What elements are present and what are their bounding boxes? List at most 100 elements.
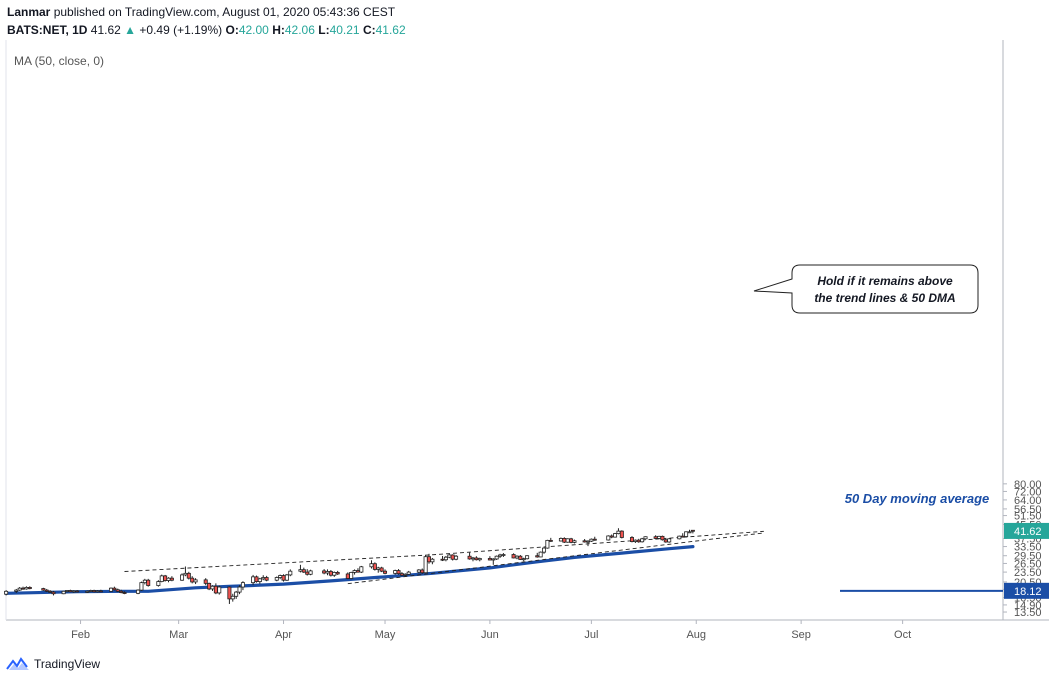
- candle: [589, 538, 594, 542]
- candle: [4, 590, 9, 596]
- candle: [301, 567, 306, 574]
- candle-body: [305, 571, 310, 575]
- candle-body: [687, 531, 692, 534]
- candle-body: [376, 567, 381, 570]
- candle-body: [207, 582, 212, 590]
- candle-body: [447, 554, 452, 558]
- candle-body: [619, 530, 624, 538]
- candle: [355, 568, 360, 573]
- indicator-legend[interactable]: MA (50, close, 0): [14, 54, 105, 68]
- x-tick-label: Jul: [584, 629, 598, 641]
- candle: [684, 531, 689, 537]
- candle: [352, 569, 357, 575]
- candle: [443, 555, 448, 562]
- candle-body: [582, 540, 587, 543]
- y-tick-label: 14.90: [1014, 600, 1042, 612]
- candle-body: [75, 590, 80, 593]
- candle: [372, 562, 377, 571]
- candle-body: [136, 589, 141, 594]
- candle-body: [335, 572, 340, 575]
- candle: [14, 588, 19, 593]
- candle: [498, 553, 503, 558]
- candle: [470, 556, 475, 562]
- published-text: published on TradingView.com, August 01,…: [53, 5, 396, 19]
- symbol-label[interactable]: BATS:NET, 1D: [7, 23, 88, 37]
- candle: [565, 538, 570, 543]
- candle: [548, 537, 553, 542]
- candle: [562, 537, 567, 543]
- candle-body: [636, 539, 641, 543]
- candle-body: [4, 590, 9, 595]
- candle-body: [657, 535, 662, 539]
- candle: [17, 587, 22, 591]
- candle-body: [180, 574, 185, 581]
- candle: [349, 571, 354, 580]
- candle-body: [278, 575, 283, 578]
- y-tick-label: 64.00: [1014, 495, 1042, 507]
- candle-body: [680, 535, 685, 538]
- candle-body: [14, 589, 19, 592]
- trend-line-upper: [124, 530, 764, 572]
- candle: [240, 581, 245, 591]
- candle: [501, 553, 506, 557]
- tradingview-logo-icon: [6, 657, 29, 670]
- candle-body: [663, 539, 668, 543]
- candle-body: [163, 575, 168, 581]
- candle-body: [210, 585, 215, 590]
- candle: [487, 556, 492, 561]
- candle: [396, 569, 401, 575]
- y-tick-label: 29.50: [1014, 551, 1042, 563]
- author-name[interactable]: Lanmar: [7, 5, 51, 19]
- candle: [393, 569, 398, 575]
- candle-body: [281, 575, 286, 581]
- last-price-badge: [1004, 522, 1049, 539]
- candle: [619, 530, 624, 539]
- candle: [190, 576, 195, 584]
- candle-body: [514, 555, 519, 559]
- candle-body: [41, 588, 46, 591]
- candle-body: [369, 563, 374, 568]
- candle-body: [487, 558, 492, 561]
- candle: [629, 536, 634, 543]
- candle-body: [443, 556, 448, 561]
- candle-body: [288, 570, 293, 576]
- candle-body: [450, 554, 455, 560]
- candle: [332, 571, 337, 577]
- close-label: C:: [362, 23, 376, 37]
- candle-body: [565, 538, 570, 543]
- y-tick-label: 56.50: [1014, 504, 1042, 516]
- candle: [633, 539, 638, 543]
- y-tick-label: 23.50: [1014, 567, 1042, 579]
- candle-body: [383, 570, 388, 574]
- candle: [274, 576, 279, 582]
- candle: [264, 575, 269, 582]
- candle: [582, 539, 587, 543]
- candle: [474, 556, 479, 561]
- candle-body: [98, 590, 103, 593]
- candle-body: [562, 538, 567, 543]
- candle: [677, 535, 682, 540]
- ma-price-label: 18.12: [1014, 586, 1042, 598]
- candle-body: [61, 590, 66, 595]
- candle: [359, 565, 364, 574]
- candle: [680, 533, 685, 538]
- candle-body: [274, 577, 279, 581]
- candle-body: [284, 574, 289, 581]
- candle: [325, 569, 330, 576]
- candle: [491, 558, 496, 565]
- candle-body: [538, 551, 543, 558]
- candle: [193, 578, 198, 585]
- tradingview-footer[interactable]: TradingView: [6, 657, 100, 671]
- callout-line2: the trend lines & 50 DMA: [814, 291, 955, 305]
- candle-body: [237, 586, 242, 593]
- candle: [406, 570, 411, 575]
- low-label: L:: [318, 23, 330, 37]
- candle-body: [558, 538, 563, 542]
- candle: [163, 574, 168, 582]
- candle: [494, 555, 499, 560]
- candle: [251, 574, 256, 586]
- candle: [48, 590, 53, 593]
- ma-annotation-label: 50 Day moving average: [845, 491, 990, 506]
- candle-body: [325, 571, 330, 574]
